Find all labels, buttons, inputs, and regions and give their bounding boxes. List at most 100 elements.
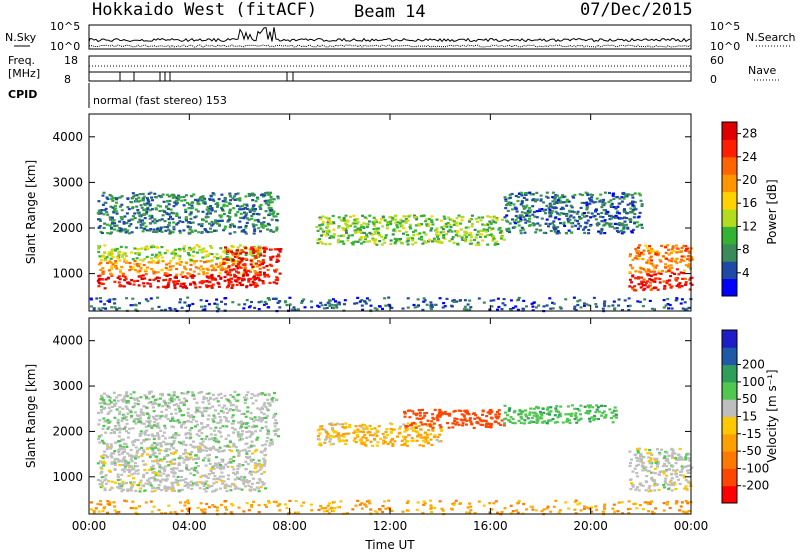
power-cell bbox=[540, 208, 544, 211]
power-cell bbox=[581, 193, 584, 197]
velocity-cell bbox=[118, 431, 122, 434]
velocity-cell bbox=[165, 460, 169, 463]
power-cell bbox=[381, 225, 385, 228]
power-cell bbox=[201, 195, 205, 198]
velocity-cell bbox=[333, 423, 337, 426]
velocity-cell bbox=[245, 394, 249, 397]
velocity-cell bbox=[430, 443, 434, 446]
power-cell bbox=[252, 225, 256, 228]
power-cell bbox=[254, 262, 258, 265]
power-cell bbox=[389, 239, 393, 242]
power-cell bbox=[317, 305, 321, 308]
velocity-cell bbox=[142, 422, 146, 425]
power-cell bbox=[258, 267, 262, 270]
power-cell bbox=[117, 253, 121, 256]
velocity-cell bbox=[125, 407, 129, 410]
velocity-cell bbox=[642, 466, 646, 469]
power-cell bbox=[365, 240, 369, 243]
power-cell bbox=[360, 304, 364, 307]
power-cell bbox=[190, 204, 194, 207]
velocity-cell bbox=[235, 408, 239, 411]
velocity-cell bbox=[229, 458, 233, 461]
power-cell bbox=[110, 250, 114, 253]
velocity-cell bbox=[191, 393, 195, 396]
power-cell bbox=[192, 193, 196, 196]
power-cell bbox=[254, 224, 258, 227]
power-cell bbox=[277, 253, 280, 256]
velocity-cell bbox=[241, 438, 245, 441]
power-cell bbox=[214, 268, 218, 272]
power-cell bbox=[224, 200, 228, 203]
power-cell bbox=[256, 247, 259, 250]
power-cell bbox=[629, 207, 633, 210]
power-cell bbox=[414, 224, 418, 227]
velocity-cell bbox=[249, 470, 252, 473]
power-cell bbox=[482, 301, 486, 304]
power-cell bbox=[535, 216, 539, 219]
power-cell bbox=[522, 205, 525, 208]
power-cell bbox=[232, 207, 236, 210]
velocity-cell bbox=[364, 425, 368, 428]
power-cell bbox=[256, 276, 260, 279]
power-cell bbox=[476, 241, 480, 244]
velocity-cell bbox=[237, 477, 241, 480]
power-cell bbox=[195, 244, 199, 247]
velocity-cell bbox=[211, 405, 215, 408]
velocity-cell bbox=[417, 424, 421, 428]
power-cell bbox=[489, 222, 493, 225]
power-cell bbox=[174, 199, 178, 202]
power-cell bbox=[310, 306, 314, 309]
power-cell bbox=[107, 253, 111, 256]
power-cell bbox=[261, 280, 265, 283]
power-cell bbox=[624, 193, 628, 196]
velocity-cell bbox=[149, 390, 153, 393]
velocity-cell bbox=[145, 447, 149, 450]
power-cell bbox=[264, 192, 268, 195]
velocity-cell bbox=[423, 412, 427, 415]
velocity-cell bbox=[139, 442, 143, 445]
power-cell bbox=[578, 225, 582, 228]
velocity-cell bbox=[103, 475, 107, 478]
velocity-cell bbox=[184, 426, 188, 429]
velocity-cell bbox=[157, 449, 161, 452]
power-cell bbox=[243, 269, 247, 272]
power-cell bbox=[99, 297, 102, 300]
velocity-cell bbox=[237, 421, 241, 424]
power-cell bbox=[173, 195, 176, 198]
power-cell bbox=[275, 277, 279, 280]
power-cell bbox=[351, 234, 354, 237]
velocity-cell bbox=[325, 435, 329, 438]
power-cell bbox=[253, 257, 256, 260]
velocity-cell bbox=[459, 409, 463, 412]
velocity-cell bbox=[212, 482, 216, 485]
power-cell bbox=[181, 220, 185, 224]
velocity-cell bbox=[587, 412, 591, 415]
velocity-cell bbox=[334, 430, 338, 433]
power-cell bbox=[151, 199, 154, 202]
power-cell bbox=[238, 261, 242, 264]
velocity-cell bbox=[453, 417, 457, 420]
velocity-cell bbox=[142, 451, 146, 454]
power-cell bbox=[115, 308, 119, 311]
power-cell bbox=[101, 272, 105, 275]
velocity-cell bbox=[570, 412, 574, 415]
power-cell bbox=[172, 228, 176, 231]
velocity-cell bbox=[235, 405, 239, 408]
power-cell bbox=[162, 200, 166, 203]
velocity-cell bbox=[500, 419, 504, 422]
velocity-cell bbox=[590, 416, 594, 419]
velocity-cell bbox=[674, 470, 678, 473]
velocity-cell bbox=[129, 486, 133, 489]
power-cell bbox=[503, 196, 507, 199]
power-cell bbox=[158, 209, 162, 213]
velocity-cell bbox=[184, 455, 188, 458]
power-cell bbox=[353, 218, 357, 221]
power-cell bbox=[464, 240, 467, 243]
velocity-cell bbox=[403, 412, 407, 415]
velocity-cell bbox=[629, 462, 632, 465]
power-cell bbox=[520, 194, 524, 197]
velocity-cell bbox=[103, 462, 107, 465]
power-cell bbox=[223, 227, 227, 230]
power-cell bbox=[587, 228, 591, 232]
velocity-cell bbox=[567, 413, 571, 416]
